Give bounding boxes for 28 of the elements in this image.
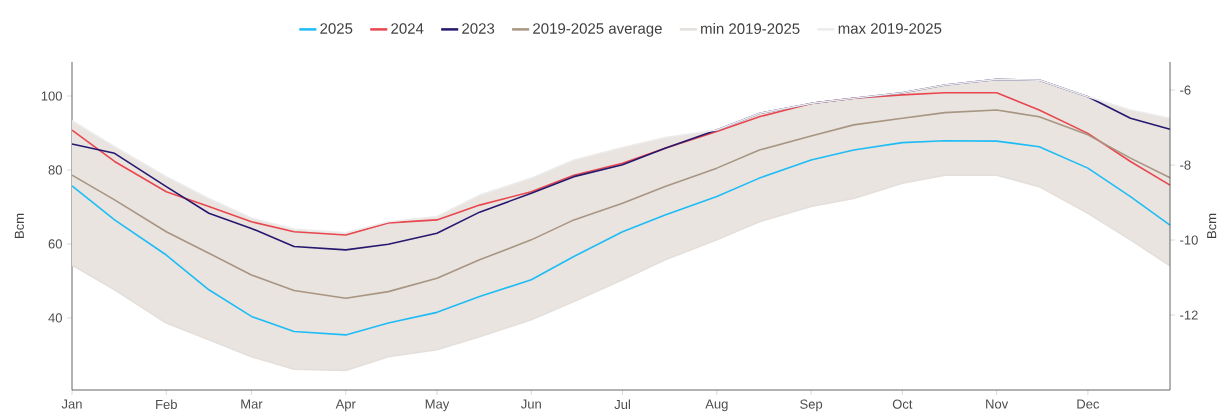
x-tick-label: Jul	[614, 399, 630, 410]
x-tick-label: Jun	[521, 399, 541, 409]
y-tick-label: 60	[48, 239, 62, 249]
legend-label: 2025	[320, 23, 353, 34]
y-tick-label: 40	[48, 313, 62, 323]
y2-tick-label: -8	[1180, 160, 1191, 170]
x-tick-label: Nov	[986, 399, 1009, 409]
legend-label: max 2019-2025	[838, 23, 942, 34]
x-tick-label: Dec	[1077, 399, 1100, 409]
legend-label: min 2019-2025	[701, 23, 800, 35]
y-axis-title: Bcm	[14, 214, 24, 239]
x-tick-label: Feb	[156, 399, 177, 410]
y2-tick-label: -6	[1180, 85, 1191, 95]
y2-axis-title: Bcm	[1207, 214, 1217, 239]
legend-label: 2024	[391, 23, 424, 34]
x-tick-label: Jan	[61, 399, 82, 409]
x-tick-label: May	[425, 399, 450, 412]
x-tick-label: Sep	[800, 399, 823, 412]
x-tick-label: Oct	[892, 399, 913, 409]
y2-tick-label: -10	[1180, 235, 1198, 245]
legend-label: 2023	[462, 23, 495, 34]
y2-tick-label: -12	[1180, 310, 1198, 320]
y-tick-label: 100	[41, 91, 62, 101]
x-tick-label: Aug	[705, 399, 728, 412]
legend-label: 2019-2025 average	[533, 23, 662, 37]
x-tick-label: Mar	[241, 399, 263, 409]
x-tick-label: Apr	[335, 399, 356, 412]
y-tick-label: 80	[48, 165, 62, 175]
